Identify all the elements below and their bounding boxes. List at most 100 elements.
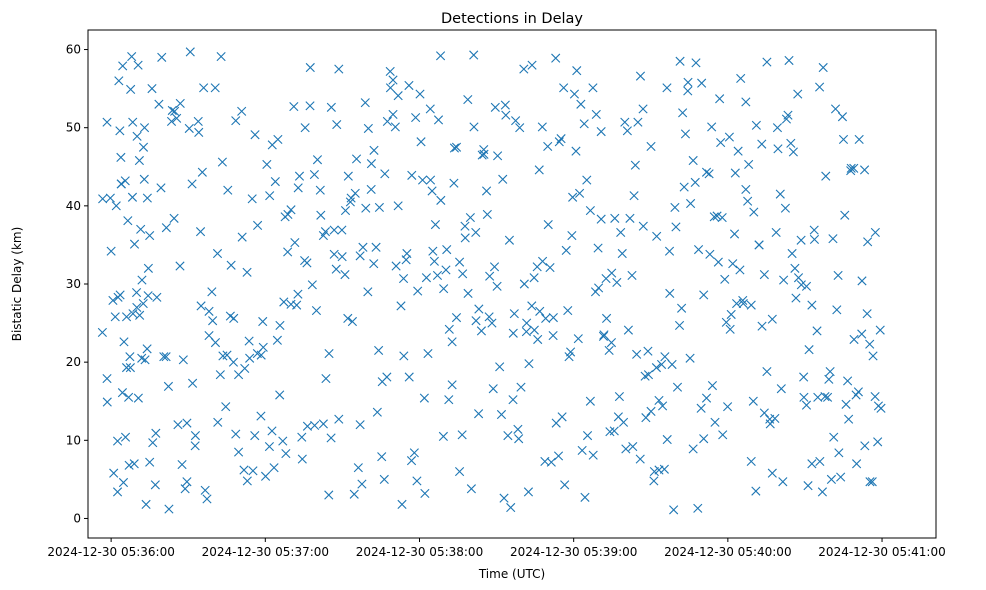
data-point — [380, 169, 390, 179]
data-point — [125, 363, 135, 373]
data-point — [635, 71, 646, 81]
data-point — [343, 313, 353, 323]
data-point — [865, 477, 875, 487]
data-point — [754, 240, 764, 250]
data-point — [657, 401, 668, 411]
data-point — [150, 480, 160, 490]
data-point — [390, 122, 400, 132]
data-point — [210, 83, 220, 93]
x-tick-label: 2024-12-30 05:38:00 — [356, 545, 483, 559]
data-point — [540, 456, 550, 466]
data-point — [139, 174, 149, 184]
data-point — [159, 352, 169, 362]
data-point — [522, 318, 532, 328]
data-point — [743, 196, 753, 206]
data-point — [401, 255, 411, 265]
data-point — [780, 203, 791, 213]
data-point — [548, 330, 558, 341]
data-point — [357, 479, 367, 489]
data-point — [416, 137, 426, 147]
y-axis-title: Bistatic Delay (km) — [10, 227, 24, 342]
data-point — [622, 126, 632, 136]
data-point — [202, 494, 212, 504]
data-point — [833, 270, 843, 280]
data-point — [460, 233, 470, 243]
data-point — [447, 337, 457, 347]
data-point — [427, 186, 437, 196]
data-point — [738, 298, 748, 309]
data-point — [260, 471, 271, 481]
data-point — [736, 73, 746, 84]
data-point — [109, 468, 119, 478]
data-point — [292, 300, 302, 310]
data-point — [294, 171, 305, 181]
data-point — [757, 139, 767, 149]
data-point — [832, 305, 842, 315]
data-point — [667, 359, 677, 370]
data-point — [207, 287, 217, 297]
data-point — [166, 116, 177, 127]
data-point — [305, 101, 315, 111]
data-point — [132, 302, 142, 313]
data-point — [471, 316, 481, 326]
data-point — [807, 300, 817, 310]
data-point — [635, 454, 645, 464]
data-point — [302, 421, 313, 431]
data-point — [786, 138, 796, 148]
data-point — [163, 381, 174, 391]
data-point — [527, 301, 537, 311]
data-point — [142, 193, 152, 203]
data-point — [844, 414, 854, 424]
data-point — [310, 420, 320, 431]
data-point — [326, 102, 336, 112]
data-point — [741, 184, 751, 195]
data-point — [465, 212, 475, 223]
data-point — [218, 351, 228, 361]
data-point — [264, 441, 275, 452]
data-point — [143, 291, 153, 301]
data-point — [471, 227, 481, 238]
data-point — [231, 429, 241, 439]
data-point — [136, 224, 146, 234]
data-point — [350, 188, 360, 198]
data-point — [572, 66, 582, 76]
data-point — [316, 210, 326, 220]
data-point — [116, 152, 126, 162]
data-point — [551, 53, 561, 63]
data-point — [560, 480, 570, 490]
data-point — [358, 242, 368, 252]
data-point — [744, 159, 754, 170]
data-point — [125, 352, 135, 362]
data-point — [716, 137, 726, 148]
data-point — [343, 171, 353, 181]
data-point — [825, 366, 835, 377]
data-point — [776, 384, 786, 394]
data-point — [867, 477, 877, 487]
data-point — [859, 165, 870, 175]
data-point — [435, 51, 446, 61]
data-point — [713, 257, 723, 267]
data-point — [98, 194, 108, 204]
data-point — [601, 313, 612, 323]
data-point — [457, 430, 467, 440]
chart-title: Detections in Delay — [441, 11, 583, 27]
data-point — [514, 434, 524, 444]
data-point — [767, 468, 777, 478]
data-point — [242, 267, 252, 277]
data-point — [487, 318, 497, 328]
data-point — [784, 55, 794, 66]
data-point — [102, 373, 112, 384]
data-point — [326, 433, 336, 443]
data-point — [97, 327, 107, 338]
data-point — [569, 89, 580, 99]
data-point — [778, 477, 788, 487]
data-point — [311, 305, 322, 316]
data-point — [454, 466, 465, 477]
data-point — [444, 395, 454, 405]
data-point — [868, 351, 878, 361]
data-point — [182, 477, 192, 487]
data-point — [729, 229, 740, 239]
data-point — [674, 320, 685, 331]
data-point — [127, 51, 137, 62]
data-point — [741, 97, 751, 107]
